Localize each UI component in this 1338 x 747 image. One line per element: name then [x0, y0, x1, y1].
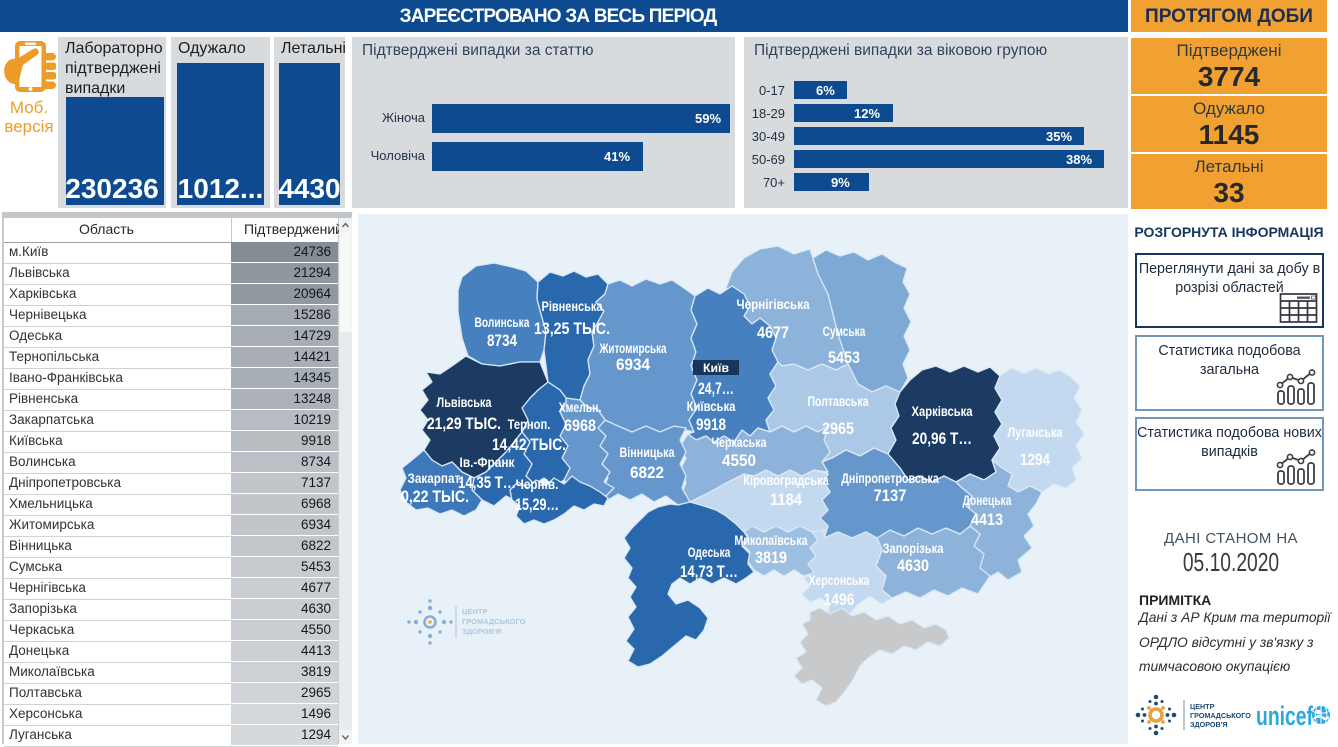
svg-text:Луганська: Луганська: [1008, 425, 1063, 440]
svg-text:Миколаївська: Миколаївська: [734, 533, 808, 548]
svg-text:3819: 3819: [755, 548, 787, 567]
svg-text:4413: 4413: [971, 510, 1003, 529]
svg-text:Закарпат.: Закарпат.: [408, 471, 463, 486]
svg-text:Львівська: Львівська: [437, 395, 492, 410]
svg-text:0,22 ТЫС.: 0,22 ТЫС.: [401, 487, 469, 506]
svg-text:6934: 6934: [616, 355, 650, 374]
svg-text:5453: 5453: [828, 348, 860, 367]
svg-text:ЗДОРОВ'Я: ЗДОРОВ'Я: [1190, 720, 1228, 729]
svg-text:4550: 4550: [722, 451, 756, 470]
svg-text:8734: 8734: [487, 331, 517, 350]
svg-text:unicef: unicef: [1256, 701, 1314, 731]
svg-text:1184: 1184: [770, 490, 802, 509]
svg-text:Житомирська: Житомирська: [599, 341, 667, 356]
svg-text:Київ: Київ: [703, 361, 729, 375]
svg-text:6968: 6968: [564, 416, 596, 435]
svg-text:Харківська: Харківська: [912, 404, 973, 419]
svg-text:24,7…: 24,7…: [698, 379, 734, 398]
svg-text:9918: 9918: [696, 415, 726, 434]
svg-text:Ів.-Франк: Ів.-Франк: [460, 455, 515, 470]
svg-text:Полтавська: Полтавська: [808, 394, 869, 409]
svg-text:Рівненська: Рівненська: [542, 299, 603, 314]
svg-text:6822: 6822: [630, 463, 664, 482]
svg-text:1294: 1294: [1020, 450, 1050, 469]
svg-text:Сумська: Сумська: [823, 324, 866, 339]
svg-text:20,96 Т…: 20,96 Т…: [912, 429, 972, 448]
svg-text:Запорізька: Запорізька: [883, 541, 944, 556]
svg-text:14,42 ТЫС.: 14,42 ТЫС.: [492, 435, 566, 454]
svg-text:Черкаська: Черкаська: [712, 435, 767, 450]
svg-text:Донецька: Донецька: [963, 493, 1012, 508]
svg-text:Дніпропетровська: Дніпропетровська: [841, 471, 939, 486]
svg-text:1496: 1496: [824, 590, 855, 609]
svg-text:Чернів.: Чернів.: [516, 477, 559, 492]
svg-text:ГРОМАДСЬКОГО: ГРОМАДСЬКОГО: [1190, 711, 1251, 720]
svg-text:13,25 ТЫС.: 13,25 ТЫС.: [534, 319, 610, 338]
svg-text:ЗДОРОВ'Я: ЗДОРОВ'Я: [462, 627, 501, 636]
svg-text:2965: 2965: [822, 419, 854, 438]
svg-text:Волинська: Волинська: [475, 315, 530, 330]
svg-text:Кіровоградська: Кіровоградська: [743, 473, 829, 488]
svg-text:Хмельн.: Хмельн.: [559, 400, 602, 415]
svg-text:Чернігівська: Чернігівська: [736, 297, 810, 312]
svg-text:14,35 Т…: 14,35 Т…: [458, 473, 516, 492]
svg-text:ЦЕНТР: ЦЕНТР: [462, 607, 487, 616]
svg-text:15,29…: 15,29…: [515, 495, 559, 514]
svg-text:4630: 4630: [897, 556, 929, 575]
svg-text:7137: 7137: [874, 486, 907, 505]
svg-text:Вінницька: Вінницька: [620, 445, 675, 460]
svg-text:4677: 4677: [757, 323, 789, 342]
svg-text:ГРОМАДСЬКОГО: ГРОМАДСЬКОГО: [462, 617, 526, 626]
svg-text:ЦЕНТР: ЦЕНТР: [1190, 702, 1215, 711]
svg-text:Херсонська: Херсонська: [809, 573, 870, 588]
svg-text:Київська: Київська: [687, 399, 736, 414]
svg-text:Терноп.: Терноп.: [508, 417, 551, 432]
svg-text:21,29 ТЫС.: 21,29 ТЫС.: [427, 414, 501, 433]
svg-text:Одеська: Одеська: [688, 545, 731, 560]
svg-text:14,73 Т…: 14,73 Т…: [680, 562, 738, 581]
